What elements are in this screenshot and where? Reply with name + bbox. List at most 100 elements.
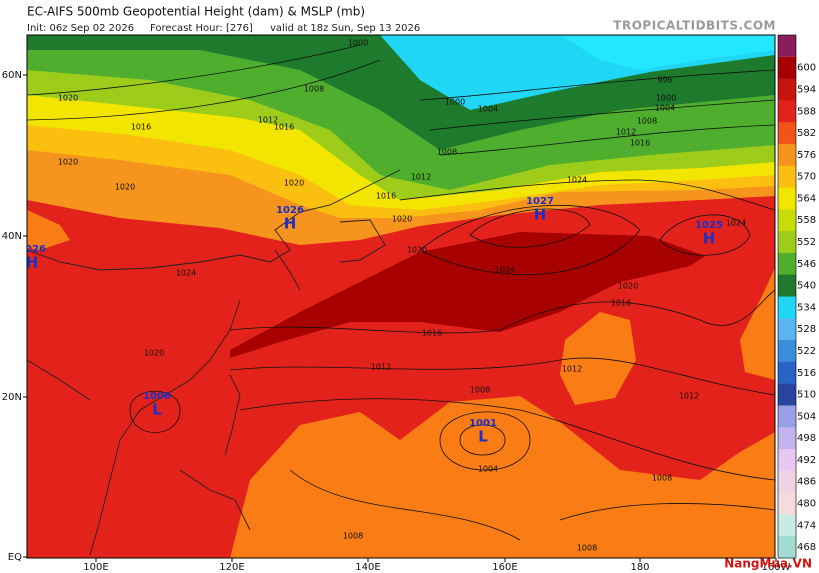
contour-label: 1012: [411, 173, 431, 182]
colorbar-label: 594: [797, 84, 816, 95]
coastline: [27, 359, 251, 531]
contour-label: 1016: [131, 123, 151, 132]
contour-label: 1004: [655, 104, 675, 113]
colorbar-label: 498: [797, 433, 816, 444]
contour-label: 1012: [616, 128, 636, 137]
title: EC-AIFS 500mb Geopotential Height (dam) …: [27, 5, 365, 19]
contour-label: 1008: [437, 148, 457, 157]
contour-label: 1012: [562, 365, 582, 374]
contour-label: 1000: [656, 94, 676, 103]
colorbar-swatch: [778, 231, 796, 254]
colorbar-label: 564: [797, 193, 816, 204]
colorbar-swatch: [778, 383, 796, 406]
band-582-south: [230, 396, 775, 558]
map-frame: [26, 34, 776, 559]
colorbar-label: 582: [797, 128, 816, 139]
source: TROPICALTIDBITS.COM: [613, 19, 776, 33]
colorbar-swatch: [778, 514, 796, 537]
contour-label: 1012: [371, 363, 391, 372]
contour-label: 1016: [611, 299, 631, 308]
contour-label: 1004: [478, 105, 498, 114]
isobar: [27, 44, 775, 156]
contour-label: 1024: [726, 219, 746, 228]
colorbar-swatch: [778, 449, 796, 472]
colorbar-swatch: [778, 35, 796, 57]
colorbar-swatch: [778, 361, 796, 385]
contour-label: 1020: [618, 282, 638, 291]
lon-label: 180: [630, 562, 649, 573]
pressure-symbol: L: [152, 401, 162, 419]
axes: 60N 40N 20N EQ 100E 120E 140E 160E 180 160W: [2, 70, 791, 573]
contour-label: 1024: [567, 176, 587, 185]
colorbar-label: 534: [797, 302, 816, 313]
pressure-symbol: H: [703, 230, 716, 248]
colorbar-label: 588: [797, 106, 816, 117]
colorbar-swatch: [778, 274, 796, 297]
contour-label: 1020: [58, 94, 78, 103]
contour-label: 1024: [176, 269, 196, 278]
pressure-value: 1006: [143, 391, 171, 402]
contour-label: 1020: [392, 215, 412, 224]
colorbar-label: 522: [797, 346, 816, 357]
pressure-symbol: H: [534, 206, 547, 224]
contour-label: 1020: [144, 349, 164, 358]
contour-label: 1008: [652, 474, 672, 483]
lon-label: 120E: [219, 562, 244, 573]
colorbar-swatch: [778, 405, 796, 428]
colorbar-swatch: [778, 536, 796, 559]
colorbar-label: 480: [797, 499, 816, 510]
contour-label: 1008: [343, 532, 363, 541]
colorbar-swatch: [778, 165, 796, 189]
contour-label: 1020: [407, 246, 427, 255]
colorbar-swatch: [778, 209, 796, 232]
colorbar-swatch: [778, 122, 796, 145]
contour-label: 1020: [284, 179, 304, 188]
colorbar-swatch: [778, 100, 796, 123]
colorbar-label: 468: [797, 542, 816, 553]
contour-label: 1016: [422, 329, 442, 338]
colorbar-swatch: [778, 318, 796, 341]
lon-label: 140E: [355, 562, 380, 573]
isobar: [399, 179, 775, 276]
colorbar-swatch: [778, 492, 796, 515]
colorbar-label: 516: [797, 368, 816, 379]
band-582-west: [27, 210, 70, 250]
lat-label: 60N: [2, 70, 22, 81]
contour-label: 1024: [495, 266, 515, 275]
colorbar-label: 474: [797, 520, 816, 531]
colorbar: 600 594 588 582 576 570 564 558 552 546 540 534 528 5…: [777, 34, 816, 559]
contour-label: 1004: [478, 465, 498, 474]
colorbar-label: 510: [797, 390, 816, 401]
pressure-value: 1027: [526, 196, 554, 207]
contour-label: 1016: [376, 192, 396, 201]
contour-label: 1016: [630, 139, 650, 148]
pressure-value: 1026: [276, 205, 304, 216]
contour-label: 1012: [258, 116, 278, 125]
pressure-value: 1025: [695, 220, 723, 231]
colorbar-label: 552: [797, 237, 816, 248]
colorbar-swatch: [778, 296, 796, 319]
forecast-hour: Forecast Hour: [276]: [150, 23, 253, 34]
contour-label: 1008: [470, 386, 490, 395]
isobar: [129, 390, 531, 471]
colorbar-label: 600: [797, 63, 816, 74]
contour-label: 1016: [274, 123, 294, 132]
lon-label: 160W: [762, 562, 791, 573]
band-582-east: [740, 268, 775, 380]
band-594: [230, 232, 705, 358]
colorbar-swatch: [778, 187, 796, 210]
contour-label: 1000: [348, 39, 368, 48]
contour-label: 1008: [637, 117, 657, 126]
isobar: [289, 214, 775, 541]
valid-time: valid at 18z Sun, Sep 13 2026: [270, 23, 420, 34]
lon-label: 100E: [83, 562, 108, 573]
coastline: [27, 169, 401, 556]
contour-label: 1008: [577, 544, 597, 553]
lat-label: EQ: [8, 552, 22, 563]
colorbar-label: 540: [797, 281, 816, 292]
colorbar-frame: [777, 34, 797, 559]
colorbar-label: 486: [797, 477, 816, 488]
